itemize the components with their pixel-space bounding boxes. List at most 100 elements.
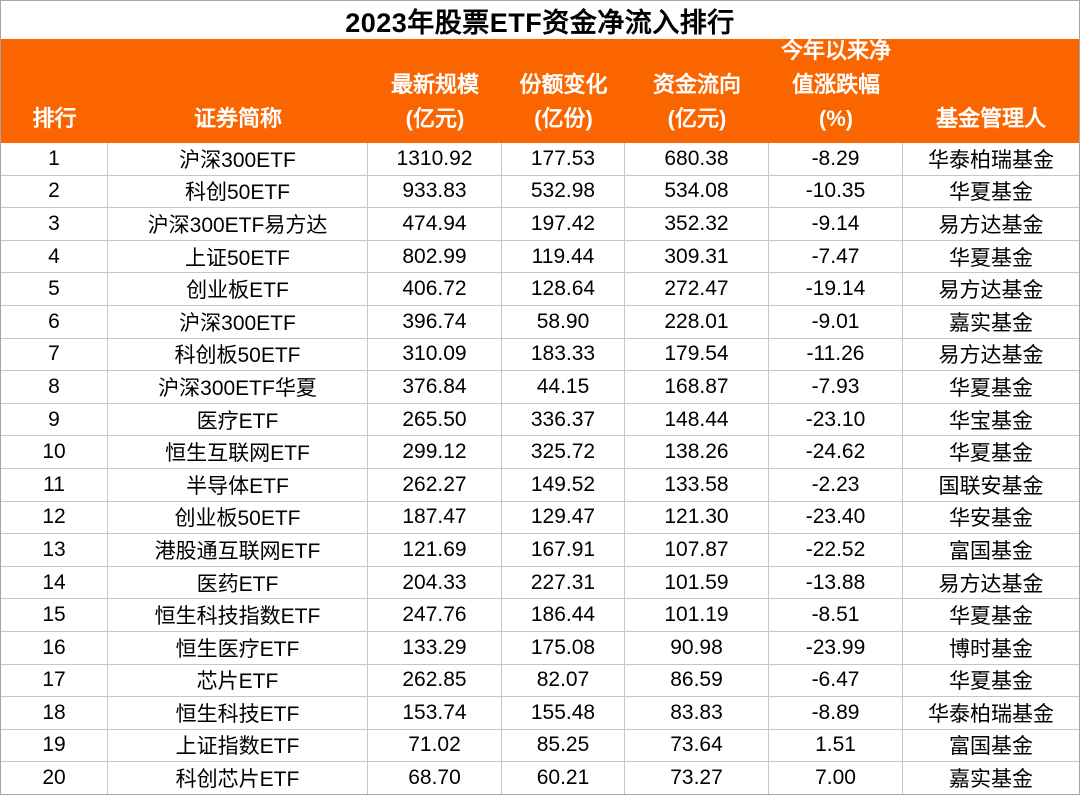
table-row: 15 恒生科技指数ETF 247.76 186.44 101.19 -8.51 华夏基金 (1, 599, 1079, 632)
table-row: 13 港股通互联网ETF 121.69 167.91 107.87 -22.52 富国基金 (1, 534, 1079, 567)
cell-latest_scale: 133.29 (368, 631, 502, 664)
column-header-manager: 基金管理人 (935, 105, 1046, 131)
cell-rank: 14 (1, 566, 108, 599)
column-header-fund_flow: 资金流向 (亿元) (652, 71, 741, 131)
table-row: 18 恒生科技ETF 153.74 155.48 83.83 -8.89 华泰柏瑞基金 (1, 697, 1079, 730)
cell-fund_flow: 352.32 (625, 208, 769, 240)
table-row: 3 沪深300ETF易方达 474.94 197.42 352.32 -9.14 易方达基金 (1, 208, 1079, 241)
cell-name: 医疗ETF (108, 403, 368, 436)
page-title: 2023年股票ETF资金净流入排行 (1, 1, 1079, 39)
table-row: 7 科创板50ETF 310.09 183.33 179.54 -11.26 易方达基金 (1, 338, 1079, 372)
cell-fund_flow: 133.58 (625, 468, 769, 501)
table-row: 4 上证50ETF 802.99 119.44 309.31 -7.47 华夏基金 (1, 240, 1079, 274)
cell-name: 恒生医疗ETF (108, 631, 368, 664)
cell-rank: 4 (1, 240, 108, 273)
cell-manager: 华夏基金 (949, 605, 1033, 629)
column-header-name: 证券简称 (193, 105, 282, 131)
cell-ytd_nav_change: -10.35 (769, 175, 903, 208)
cell-fund_flow: 680.38 (625, 143, 769, 175)
cell-fund_flow: 101.19 (625, 599, 769, 631)
cell-manager: 嘉实基金 (949, 311, 1033, 335)
cell-share_change: 58.90 (502, 305, 625, 338)
cell-name: 沪深300ETF华夏 (108, 371, 368, 403)
cell-fund_flow: 272.47 (625, 273, 769, 305)
cell-share_change: 44.15 (502, 371, 625, 403)
cell-manager: 易方达基金 (938, 344, 1044, 368)
cell-ytd_nav_change: -8.29 (769, 143, 903, 175)
cell-manager: 华安基金 (949, 507, 1033, 531)
cell-share_change: 60.21 (502, 762, 625, 794)
cell-name: 沪深300ETF (108, 305, 368, 338)
cell-rank: 5 (1, 273, 108, 305)
cell-ytd_nav_change: -23.10 (769, 403, 903, 436)
cell-share_change: 532.98 (502, 175, 625, 208)
table-row: 6 沪深300ETF 396.74 58.90 228.01 -9.01 嘉实基金 (1, 305, 1079, 339)
table-row: 5 创业板ETF 406.72 128.64 272.47 -19.14 易方达基金 (1, 273, 1079, 306)
cell-latest_scale: 247.76 (368, 599, 502, 631)
cell-rank: 12 (1, 501, 108, 534)
cell-name: 科创板50ETF (108, 338, 368, 371)
cell-rank: 1 (1, 143, 108, 175)
cell-share_change: 175.08 (502, 631, 625, 664)
cell-latest_scale: 71.02 (368, 729, 502, 762)
cell-ytd_nav_change: -8.51 (769, 599, 903, 631)
cell-name: 上证指数ETF (108, 729, 368, 762)
cell-ytd_nav_change: 7.00 (769, 762, 903, 794)
cell-share_change: 129.47 (502, 501, 625, 534)
cell-name: 上证50ETF (108, 240, 368, 273)
table-row: 10 恒生互联网ETF 299.12 325.72 138.26 -24.62 华夏基金 (1, 436, 1079, 469)
cell-fund_flow: 101.59 (625, 566, 769, 599)
cell-share_change: 167.91 (502, 534, 625, 566)
cell-rank: 17 (1, 664, 108, 697)
cell-fund_flow: 228.01 (625, 305, 769, 338)
cell-ytd_nav_change: -2.23 (769, 468, 903, 501)
cell-latest_scale: 262.27 (368, 468, 502, 501)
cell-rank: 11 (1, 468, 108, 501)
cell-share_change: 128.64 (502, 273, 625, 305)
cell-fund_flow: 83.83 (625, 697, 769, 729)
cell-rank: 15 (1, 599, 108, 631)
table-row: 12 创业板50ETF 187.47 129.47 121.30 -23.40 华安基金 (1, 501, 1079, 535)
cell-latest_scale: 933.83 (368, 175, 502, 208)
cell-fund_flow: 534.08 (625, 175, 769, 208)
cell-rank: 16 (1, 631, 108, 664)
cell-share_change: 227.31 (502, 566, 625, 599)
cell-latest_scale: 1310.92 (368, 143, 502, 175)
cell-name: 沪深300ETF易方达 (108, 208, 368, 240)
cell-fund_flow: 168.87 (625, 371, 769, 403)
table-row: 19 上证指数ETF 71.02 85.25 73.64 1.51 富国基金 (1, 729, 1079, 763)
cell-ytd_nav_change: -7.93 (769, 371, 903, 403)
cell-share_change: 177.53 (502, 143, 625, 175)
column-header-ytd_nav_change: 今年以来净 值涨跌幅 (%) (780, 37, 891, 131)
cell-manager: 嘉实基金 (949, 768, 1033, 792)
cell-manager: 华夏基金 (949, 670, 1033, 694)
cell-ytd_nav_change: -19.14 (769, 273, 903, 305)
cell-ytd_nav_change: -13.88 (769, 566, 903, 599)
cell-name: 半导体ETF (108, 468, 368, 501)
cell-fund_flow: 86.59 (625, 664, 769, 697)
cell-share_change: 186.44 (502, 599, 625, 631)
table-body: 1 沪深300ETF 1310.92 177.53 680.38 -8.29 华泰柏瑞基金 2… (1, 143, 1079, 794)
cell-manager: 国联安基金 (938, 474, 1044, 498)
cell-share_change: 183.33 (502, 338, 625, 371)
table-row: 11 半导体ETF 262.27 149.52 133.58 -2.23 国联安基金 (1, 468, 1079, 502)
table-row: 14 医药ETF 204.33 227.31 101.59 -13.88 易方达基金 (1, 566, 1079, 600)
cell-name: 恒生互联网ETF (108, 436, 368, 468)
cell-share_change: 336.37 (502, 403, 625, 436)
cell-fund_flow: 73.27 (625, 762, 769, 794)
cell-ytd_nav_change: -22.52 (769, 534, 903, 566)
cell-fund_flow: 73.64 (625, 729, 769, 762)
cell-manager: 华泰柏瑞基金 (928, 148, 1054, 172)
table-row: 20 科创芯片ETF 68.70 60.21 73.27 7.00 嘉实基金 (1, 762, 1079, 794)
cell-manager: 易方达基金 (938, 572, 1044, 596)
table-row: 16 恒生医疗ETF 133.29 175.08 90.98 -23.99 博时基金 (1, 631, 1079, 665)
cell-latest_scale: 802.99 (368, 240, 502, 273)
cell-ytd_nav_change: 1.51 (769, 729, 903, 762)
cell-manager: 富国基金 (949, 539, 1033, 563)
cell-latest_scale: 396.74 (368, 305, 502, 338)
cell-rank: 9 (1, 403, 108, 436)
cell-rank: 20 (1, 762, 108, 794)
cell-latest_scale: 474.94 (368, 208, 502, 240)
cell-manager: 华夏基金 (949, 181, 1033, 205)
